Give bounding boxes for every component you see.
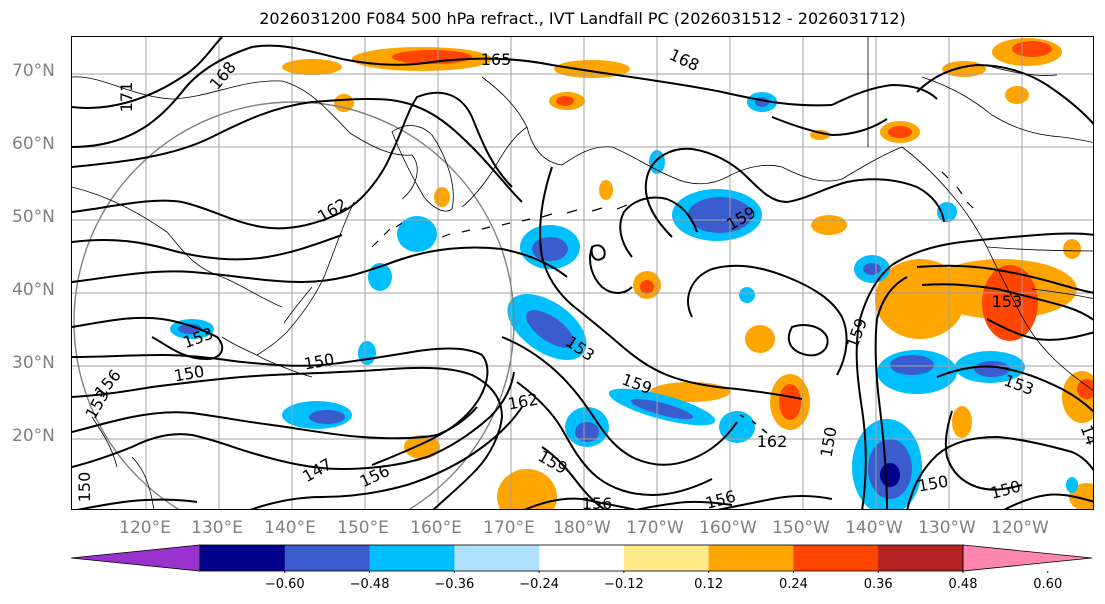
contour-label: 162 [506,390,539,414]
contour-label: 168 [666,45,702,75]
contour-label: 171 [117,82,136,113]
graticule [72,37,1093,509]
lon-label-170e: 170°E [483,518,535,538]
map-canvas: 171 168 165 168 162 159 153 153 159 153 … [72,37,1094,510]
lon-label-160e: 160°E [410,518,462,538]
lon-label-180w: 180°W [553,518,611,538]
lon-label-120e: 120°E [119,518,171,538]
lat-label-70n: 70°N [12,61,55,81]
colorbar-tick-label: 0.12 [694,577,724,592]
colorbar-tick-label: 0.36 [863,577,893,592]
lon-label-140e: 140°E [264,518,316,538]
colorbar-segment [284,545,371,571]
colorbar-tick-label: −0.24 [519,577,560,592]
map-panel: 171 168 165 168 162 159 153 153 159 153 … [71,36,1094,510]
range-ring [73,101,515,509]
lon-label-130w: 130°W [918,518,976,538]
colorbar-segment [70,544,201,572]
lon-label-130e: 130°E [191,518,243,538]
contour-label: 150 [988,477,1022,503]
lat-label-20n: 20°N [12,426,55,446]
colorbar-segment [793,545,879,571]
colorbar-segment [454,545,540,571]
colorbar-tick-label: −0.36 [434,577,475,592]
lon-label-170w: 170°W [626,518,684,538]
contour-label: 14 [1077,422,1094,448]
contour-label: 150 [302,350,335,374]
lon-label-150w: 150°W [772,518,830,538]
contour-label: 150 [916,472,949,496]
colorbar-tick-label: 0.24 [778,577,808,592]
contour-label: 153 [992,292,1023,311]
colorbar-tick-label: −0.60 [264,577,305,592]
refractivity-contours [72,37,1093,509]
contour-label: 159 [843,316,871,351]
colorbar-segment [623,545,710,571]
contour-label: 147 [299,454,335,486]
lon-label-160w: 160°W [699,518,757,538]
lon-label-140w: 140°W [845,518,903,538]
contour-label: 150 [817,425,841,458]
contour-label: 156 [582,494,613,510]
contour-label: 168 [206,58,240,94]
lat-label-60n: 60°N [12,134,55,154]
colorbar-tick-label: 0.48 [948,577,978,592]
colorbar-segment [878,545,964,571]
lat-label-40n: 40°N [12,280,55,300]
colorbar-segment [962,544,1093,572]
colorbar-tick-label: 0.60 [1033,577,1063,592]
colorbar-tick-label: −0.48 [349,577,390,592]
colorbar-segment [200,545,286,571]
lon-label-120w: 120°W [991,518,1049,538]
map-title: 2026031200 F084 500 hPa refract., IVT La… [259,9,906,28]
contour-label: 165 [481,50,512,69]
colorbar-tick-label: −0.12 [603,577,644,592]
colorbar-segment [708,545,794,571]
colorbar [70,544,1093,573]
lat-label-50n: 50°N [12,207,55,227]
colorbar-segment [539,545,625,571]
lon-label-150e: 150°E [337,518,389,538]
colorbar-outline [199,544,964,572]
contour-label: 156 [703,487,737,510]
colorbar-segments [70,544,1093,573]
colorbar-segment [369,545,455,571]
contour-label: 162 [757,432,788,451]
contour-label: 150 [75,472,94,503]
lat-label-30n: 30°N [12,353,55,373]
